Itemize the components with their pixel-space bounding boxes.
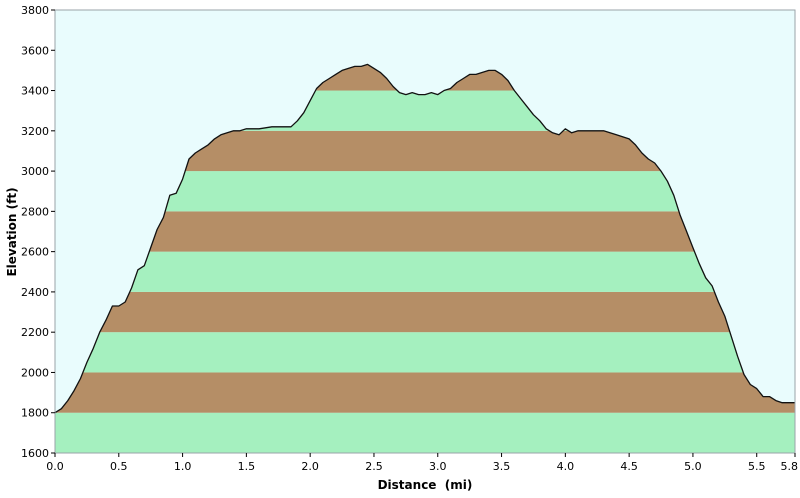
- x-axis-title: Distance (mi): [378, 478, 473, 492]
- elevation-band: [55, 251, 795, 292]
- y-tick-label: 2800: [21, 205, 49, 218]
- x-tick-label: 5.5: [748, 460, 766, 473]
- x-tick-label: 1.0: [174, 460, 192, 473]
- x-tick-label: 4.0: [557, 460, 575, 473]
- y-axis-ticks: 3800 3600 3400 3200 3000 2800 2600 2400 2200 2000…: [21, 4, 55, 460]
- y-tick-label: 1800: [21, 407, 49, 420]
- y-tick-label: 3200: [21, 125, 49, 138]
- y-tick-label: 3800: [21, 4, 49, 17]
- elevation-band: [55, 372, 795, 413]
- elevation-band: [55, 332, 795, 373]
- x-tick-label: 2.5: [365, 460, 383, 473]
- x-tick-label: 2.0: [301, 460, 319, 473]
- x-axis-ticks: 0.0 0.5 1.0 1.5 2.0 2.5 3.0 3.5 4.0 4.5 5.0 5.5 5.8: [46, 453, 798, 473]
- x-tick-label: 4.5: [620, 460, 638, 473]
- elevation-band: [55, 291, 795, 333]
- y-tick-label: 2000: [21, 366, 49, 379]
- y-tick-label: 2600: [21, 246, 49, 259]
- y-tick-label: 1600: [21, 447, 49, 460]
- y-tick-label: 3400: [21, 85, 49, 98]
- x-tick-label: 1.5: [238, 460, 256, 473]
- elevation-band: [55, 211, 795, 252]
- x-tick-label: 0.5: [110, 460, 128, 473]
- elevation-profile-line: [54, 63, 795, 414]
- y-axis-title: Elevation (ft): [5, 187, 19, 276]
- y-tick-label: 2400: [21, 286, 49, 299]
- y-tick-label: 2200: [21, 326, 49, 339]
- y-tick-label: 3000: [21, 165, 49, 178]
- x-tick-label: 0.0: [46, 460, 64, 473]
- x-tick-label: 5.8: [781, 460, 799, 473]
- x-tick-label: 3.5: [493, 460, 511, 473]
- elevation-band: [55, 412, 795, 453]
- x-tick-label: 3.0: [429, 460, 447, 473]
- y-tick-label: 3600: [21, 44, 49, 57]
- x-tick-label: 5.0: [684, 460, 702, 473]
- plot-frame: [54, 9, 796, 454]
